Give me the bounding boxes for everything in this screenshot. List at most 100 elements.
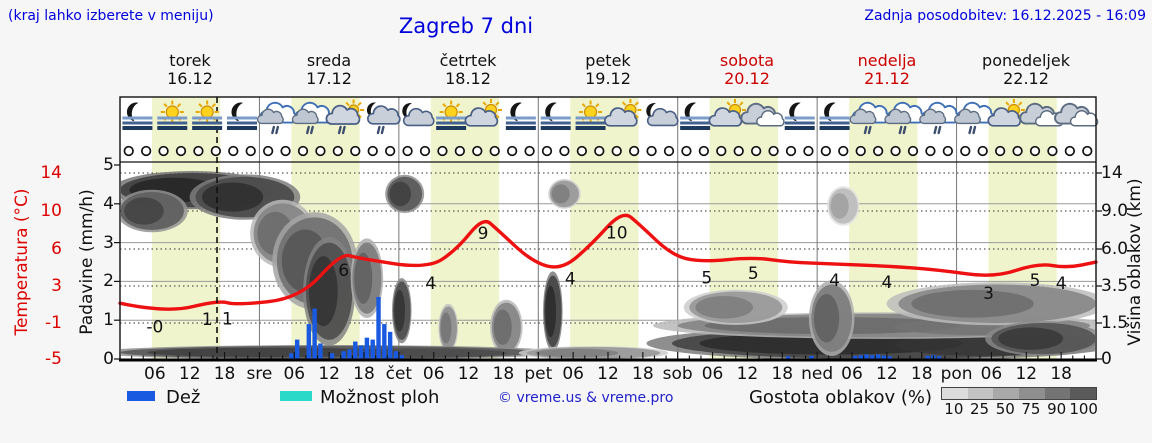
x-axis-label: 06 — [841, 364, 863, 384]
cloud-scale-value: 10 — [944, 400, 964, 418]
rain-bar — [870, 355, 875, 359]
x-axis-label: 18 — [910, 364, 933, 384]
x-axis-label: 18 — [632, 364, 654, 384]
sun-cloud-icon — [464, 99, 502, 127]
cloud-cover-symbol — [193, 145, 204, 157]
x-axis-label: pet — [524, 364, 553, 384]
cloud-cover-symbol — [472, 145, 483, 157]
cloud-cover-symbol — [820, 145, 832, 157]
cloud-cover-symbol — [681, 145, 692, 157]
rain-bar — [881, 355, 887, 359]
cloud-cover-symbol — [594, 145, 605, 157]
moon-fog-icon — [784, 102, 815, 130]
cloud-rain-icon — [919, 101, 960, 135]
cloud-scale-value: 100 — [1069, 400, 1098, 418]
rain-bar — [809, 355, 814, 359]
cloud-cover-symbol — [297, 145, 309, 157]
cloud-cover-symbol — [1082, 145, 1093, 157]
cloud-density-label: Gostota oblakov (%) — [748, 387, 932, 408]
sun-cloud-icon — [708, 99, 746, 127]
temperature-value-label: 4 — [829, 271, 840, 291]
temperature-value-label: -0 — [146, 318, 163, 338]
cloud-cover-symbol — [750, 145, 762, 157]
day-date: 20.12 — [724, 69, 770, 88]
day-date: 19.12 — [585, 69, 631, 88]
precipitation-tick: 1 — [103, 310, 114, 331]
cloud-scale-value: 90 — [1047, 400, 1067, 418]
rain-bar — [785, 356, 791, 359]
temperature-line — [118, 213, 1098, 311]
temperature-value-label: 4 — [565, 270, 576, 290]
moon-fog-icon — [680, 102, 711, 130]
cloud-height-tick: 9.0 — [1101, 201, 1129, 221]
rain-bar — [382, 324, 387, 359]
sun-cloud-icon — [604, 99, 642, 127]
cloud-cover-symbol — [123, 145, 134, 157]
sun-fog-icon — [192, 100, 223, 130]
cloud-cover-symbol — [663, 145, 675, 157]
rain-bar — [370, 339, 375, 359]
precipitation-tick: 4 — [103, 193, 114, 214]
day-name: torek — [169, 51, 211, 70]
cloud-cover-symbol — [158, 145, 169, 157]
day-header-četrtek: četrtek 18.12 — [393, 52, 543, 88]
day-header-petek: petek 19.12 — [533, 52, 683, 88]
cloud-cover-symbol — [646, 145, 657, 157]
x-axis-label: čet — [385, 364, 413, 384]
showers-legend-swatch — [280, 391, 312, 401]
cloud-rain-icon — [954, 101, 995, 135]
cloud-scale-value: 50 — [995, 400, 1015, 418]
cloud-cover-symbol — [541, 145, 553, 157]
cloud-scale-swatch — [1019, 388, 1045, 399]
cloud-scale-swatch — [967, 388, 994, 399]
x-axis-label: 18 — [771, 364, 794, 384]
cloud-cover-symbol — [524, 145, 535, 157]
x-axis-label: 18 — [1050, 364, 1072, 384]
rain-bar — [318, 343, 323, 359]
rain-bar — [364, 337, 370, 359]
cloud-cover-symbol — [890, 145, 901, 157]
cloud-cover-symbol — [716, 145, 727, 157]
moon-cloud-icon — [402, 103, 435, 127]
cloud-cover-symbol — [611, 145, 622, 157]
day-header-sobota: sobota 20.12 — [672, 52, 822, 88]
cloud-rain-icon — [884, 101, 925, 135]
day-name: petek — [585, 51, 631, 70]
cloud-height-tick: 1.5 — [1101, 313, 1129, 333]
day-date: 17.12 — [306, 69, 352, 88]
precipitation-tick: 2 — [103, 271, 114, 292]
cloud-scale-value: 25 — [970, 400, 990, 418]
cloud-cover-symbol — [1012, 145, 1023, 157]
temperature-value-label: 10 — [606, 224, 628, 244]
cloud-cover-symbol — [698, 145, 710, 157]
moon-cloud-icon — [646, 103, 679, 127]
rain-bar — [353, 341, 358, 359]
copyright-link[interactable]: © vreme.us & vreme.pro — [498, 390, 674, 406]
temperature-value-label: 4 — [1056, 274, 1067, 294]
cloud-cover-symbol — [228, 145, 239, 157]
cloud-cover-symbol — [280, 145, 291, 157]
x-axis-label: 18 — [213, 364, 236, 384]
moon-fog-icon — [227, 102, 257, 130]
sun-cloud-icon — [987, 99, 1025, 127]
rain-bar — [925, 355, 930, 359]
cloud-cover-symbol — [384, 145, 396, 157]
cloud-scale-value: 75 — [1021, 400, 1041, 418]
cloud-cover-symbol — [350, 145, 361, 157]
x-axis-label: 18 — [353, 364, 375, 384]
rain-bar — [864, 354, 869, 359]
rain-bar — [887, 356, 892, 359]
cloud-cover-symbol — [785, 145, 797, 157]
x-axis-label: 06 — [144, 364, 166, 384]
cloud-height-tick: 0 — [1101, 349, 1112, 369]
cloud-density-scale — [941, 387, 1098, 400]
temperature-tick: 14 — [40, 163, 62, 183]
cloud-icon — [1054, 102, 1099, 127]
cloud-cover-symbol — [506, 145, 518, 157]
cloud-cover-symbol — [942, 145, 954, 157]
cloud-cover-symbol — [489, 145, 500, 157]
cloud-cover-symbol — [402, 145, 413, 157]
sun-fog-icon — [436, 100, 467, 130]
